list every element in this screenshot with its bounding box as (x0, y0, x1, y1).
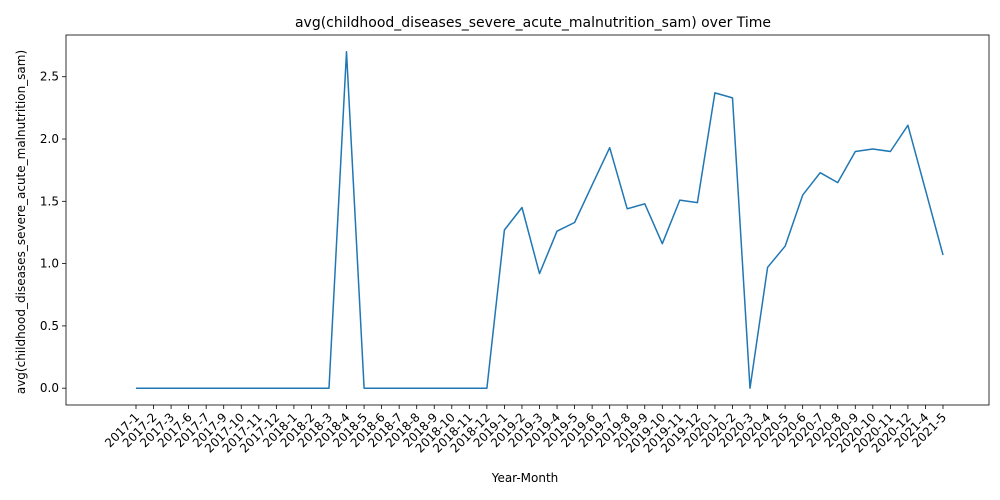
y-tick-label: 0.5 (40, 319, 59, 333)
x-axis-label: Year-Month (491, 471, 559, 485)
y-tick-label: 1.0 (40, 257, 59, 271)
plot-area: 0.00.51.01.52.02.52017-12017-22017-32017… (40, 34, 990, 456)
series-line (136, 51, 944, 389)
axes-frame (65, 34, 990, 406)
y-tick-label: 1.5 (40, 194, 59, 208)
y-tick-label: 2.0 (40, 132, 59, 146)
chart-title: avg(childhood_diseases_severe_acute_maln… (295, 15, 771, 31)
y-tick-label: 2.5 (40, 70, 59, 84)
y-tick-label: 0.0 (40, 381, 59, 395)
y-axis-label: avg(childhood_diseases_severe_acute_maln… (14, 50, 28, 394)
